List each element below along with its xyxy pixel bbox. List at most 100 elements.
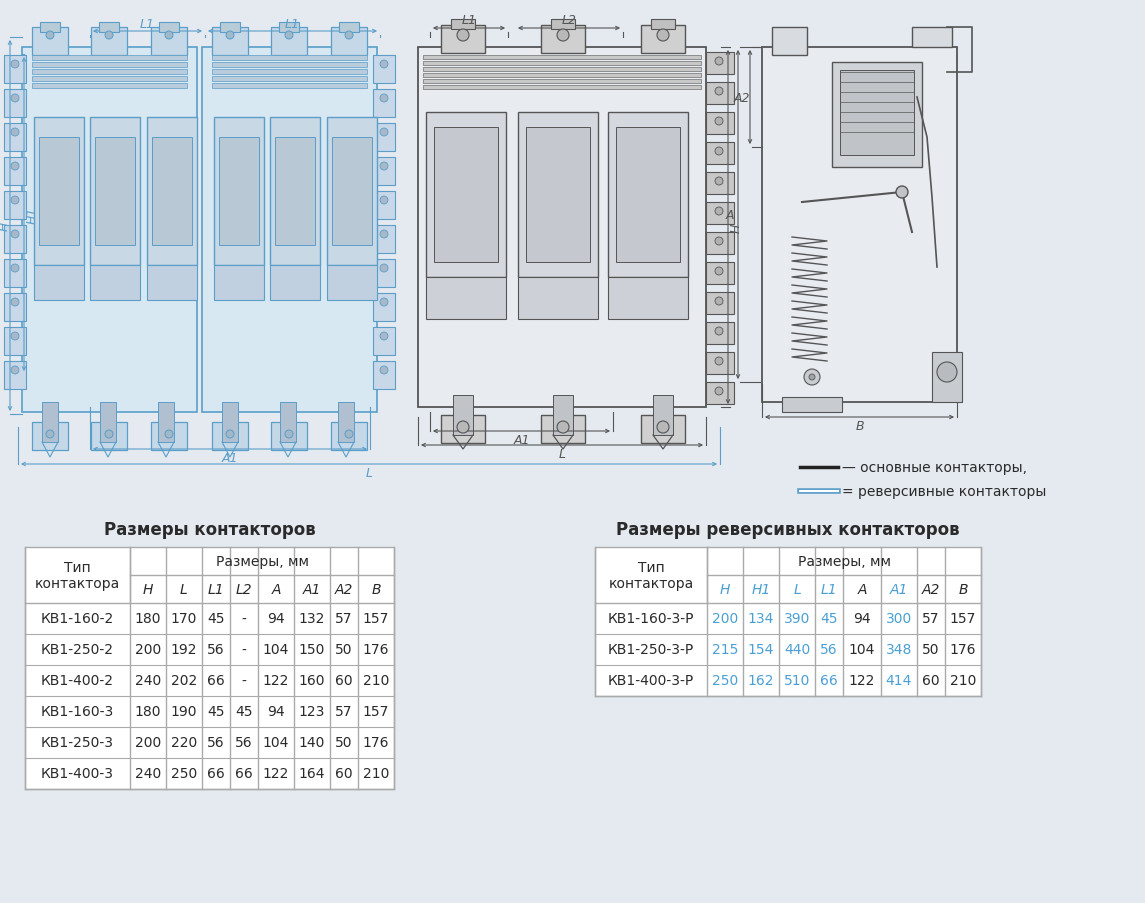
Text: 176: 176 <box>363 736 389 749</box>
Circle shape <box>657 30 669 42</box>
Bar <box>90 265 140 301</box>
Bar <box>338 403 354 442</box>
Text: 56: 56 <box>820 643 838 656</box>
Bar <box>423 86 701 90</box>
Text: A1: A1 <box>890 582 908 596</box>
Bar <box>279 23 299 33</box>
Bar <box>426 113 506 278</box>
Text: L2: L2 <box>561 14 576 27</box>
Circle shape <box>11 299 19 307</box>
Text: A2: A2 <box>734 91 750 105</box>
Bar <box>913 28 951 48</box>
Text: B: B <box>958 582 968 596</box>
Text: 414: 414 <box>886 674 913 688</box>
Bar <box>373 328 395 356</box>
Bar <box>32 56 187 61</box>
Text: 134: 134 <box>748 612 774 626</box>
Text: 215: 215 <box>712 643 739 656</box>
Bar <box>3 158 26 186</box>
Circle shape <box>380 129 388 137</box>
Text: B: B <box>371 582 381 596</box>
Bar <box>832 63 922 168</box>
Circle shape <box>714 58 722 66</box>
Bar <box>3 191 26 219</box>
Circle shape <box>714 148 722 156</box>
Text: A1: A1 <box>302 582 322 596</box>
Text: 122: 122 <box>848 674 875 688</box>
Circle shape <box>714 267 722 275</box>
Circle shape <box>345 431 353 439</box>
Bar <box>212 423 248 451</box>
Bar <box>339 23 360 33</box>
Text: 192: 192 <box>171 643 197 656</box>
Text: 240: 240 <box>135 767 161 780</box>
Text: КВ1-160-2: КВ1-160-2 <box>41 612 114 626</box>
Text: L1: L1 <box>821 582 837 596</box>
Bar <box>706 383 734 405</box>
Circle shape <box>46 431 54 439</box>
Bar <box>32 63 187 68</box>
Text: L: L <box>365 467 372 480</box>
Bar <box>706 83 734 105</box>
Text: L1: L1 <box>461 14 476 27</box>
Bar <box>373 226 395 254</box>
Circle shape <box>380 299 388 307</box>
Text: 140: 140 <box>299 736 325 749</box>
Bar <box>706 233 734 255</box>
Circle shape <box>11 197 19 205</box>
Bar <box>373 361 395 389</box>
Bar <box>34 118 84 265</box>
Bar <box>595 547 981 696</box>
Bar <box>518 113 598 278</box>
Text: 220: 220 <box>171 736 197 749</box>
Circle shape <box>380 332 388 340</box>
Circle shape <box>714 358 722 366</box>
Text: КВ1-250-2: КВ1-250-2 <box>41 643 114 656</box>
Text: 104: 104 <box>263 736 290 749</box>
Circle shape <box>380 367 388 375</box>
Bar <box>373 191 395 219</box>
Bar <box>90 28 127 56</box>
Text: КВ1-160-3-Р: КВ1-160-3-Р <box>608 612 694 626</box>
Bar <box>652 20 676 30</box>
Text: 45: 45 <box>820 612 838 626</box>
Circle shape <box>105 32 113 40</box>
Text: Размеры контакторов: Размеры контакторов <box>104 520 315 538</box>
Bar <box>540 415 585 443</box>
Bar <box>90 118 140 265</box>
Bar <box>331 28 368 56</box>
Bar <box>270 118 319 265</box>
Bar <box>423 74 701 78</box>
Bar <box>220 23 240 33</box>
Bar <box>706 143 734 165</box>
Text: 56: 56 <box>207 643 224 656</box>
Bar <box>518 278 598 320</box>
Bar <box>219 138 259 246</box>
Text: Размеры реверсивных контакторов: Размеры реверсивных контакторов <box>616 520 960 538</box>
Text: H: H <box>720 582 731 596</box>
Text: 348: 348 <box>886 643 913 656</box>
Bar <box>212 63 368 68</box>
Text: -: - <box>242 612 246 626</box>
Bar <box>327 265 377 301</box>
Bar <box>526 128 590 263</box>
Text: 56: 56 <box>207 736 224 749</box>
Bar <box>3 361 26 389</box>
Bar <box>423 68 701 72</box>
Text: 210: 210 <box>950 674 977 688</box>
Bar <box>551 20 575 30</box>
Circle shape <box>897 187 908 199</box>
Bar <box>706 172 734 195</box>
Circle shape <box>657 422 669 433</box>
Text: 190: 190 <box>171 704 197 719</box>
Bar <box>706 113 734 135</box>
Text: 210: 210 <box>363 674 389 688</box>
Text: 50: 50 <box>335 736 353 749</box>
Bar <box>25 547 394 789</box>
Text: = реверсивные контакторы: = реверсивные контакторы <box>842 485 1047 498</box>
Text: L: L <box>180 582 188 596</box>
Text: B: B <box>855 420 863 433</box>
Circle shape <box>556 422 569 433</box>
Text: 510: 510 <box>784 674 811 688</box>
Text: Тип
контактора: Тип контактора <box>34 560 120 591</box>
